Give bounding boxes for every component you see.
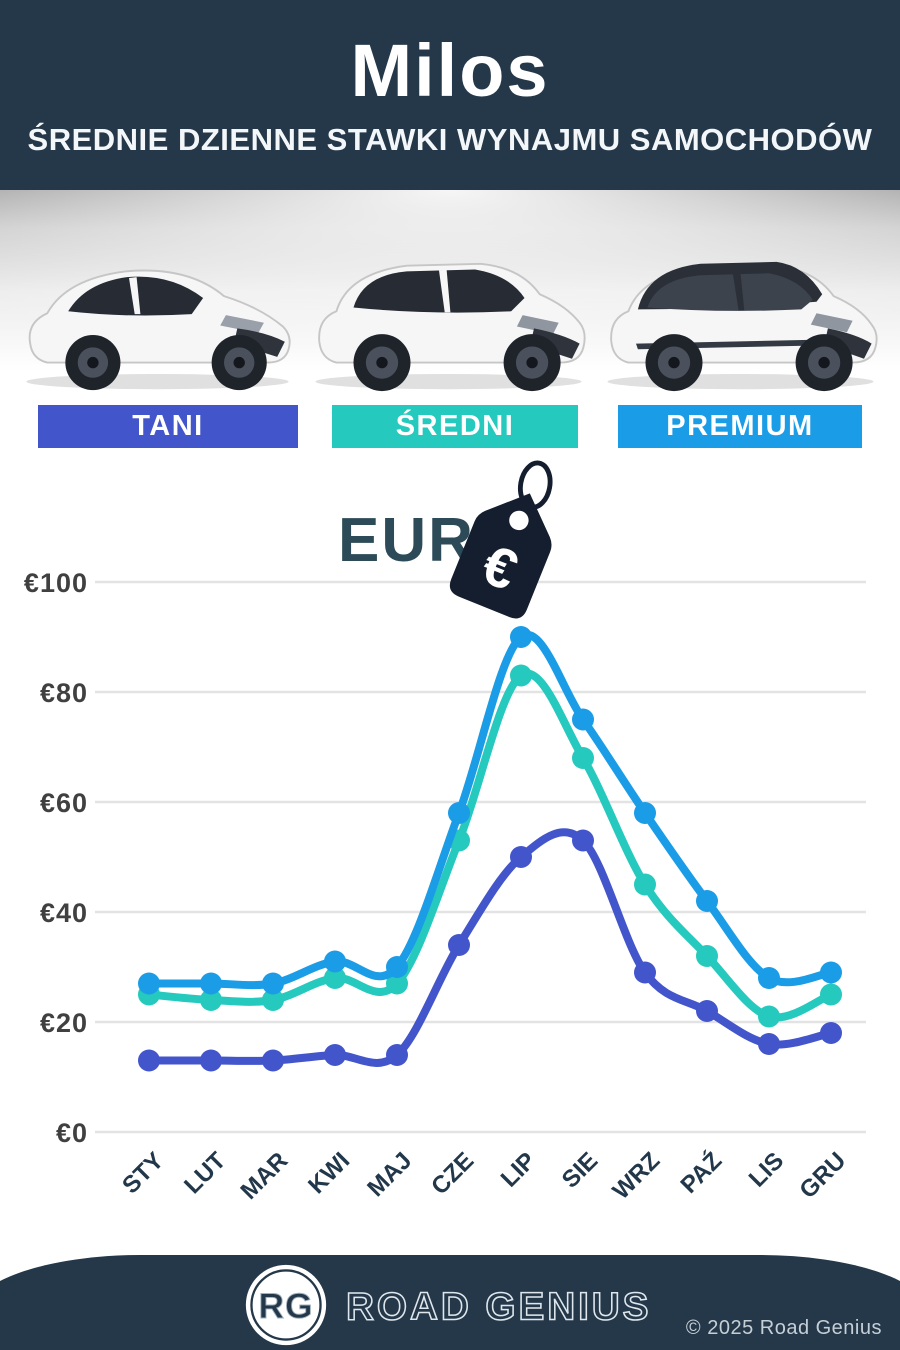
- category-label-tani: TANI: [38, 405, 298, 448]
- data-point-tani: [324, 1044, 346, 1066]
- y-axis-tick-label: €20: [40, 1008, 88, 1038]
- data-point-średni: [696, 945, 718, 967]
- data-point-tani: [758, 1033, 780, 1055]
- data-point-tani: [262, 1049, 284, 1072]
- series-line-premium: [145, 630, 835, 990]
- front-wheel: [795, 334, 853, 392]
- x-axis-tick-label: MAR: [236, 1147, 294, 1205]
- category-label-premium: PREMIUM: [618, 405, 862, 448]
- price-tag-icon: €: [449, 460, 553, 619]
- x-axis-tick-label: STY: [117, 1147, 169, 1199]
- y-axis-tick-label: €80: [40, 678, 88, 708]
- x-axis-tick-label: KWI: [303, 1147, 355, 1199]
- currency-label: EUR: [338, 506, 475, 575]
- currency-heading: EUR €: [0, 455, 900, 625]
- data-point-średni: [634, 873, 656, 896]
- x-axis-tick-label: GRU: [794, 1147, 851, 1204]
- data-point-premium: [386, 956, 408, 978]
- data-point-tani: [696, 1000, 718, 1022]
- header: Milos ŚREDNIE DZIENNE STAWKI WYNAJMU SAM…: [0, 0, 900, 190]
- rear-wheel: [353, 334, 411, 392]
- suv-car-image: [315, 262, 586, 392]
- road-genius-badge-icon: RG: [245, 1264, 327, 1345]
- car-showcase: [0, 190, 900, 402]
- series-line-średni: [145, 669, 835, 1022]
- data-point-średni: [324, 967, 346, 989]
- data-point-premium: [634, 802, 656, 824]
- footer: RG ROAD GENIUS © 2025 Road Genius: [0, 1255, 900, 1350]
- y-axis-tick-label: €100: [24, 568, 88, 598]
- rental-rates-line-chart: €0 €20 €40 €60 €80 €100 STY LUT MAR KWI MAJ CZE LIP S…: [24, 568, 866, 1205]
- data-point-premium: [572, 708, 594, 731]
- data-point-premium: [200, 972, 222, 995]
- data-point-premium: [262, 972, 284, 995]
- y-axis-tick-label: €0: [56, 1118, 88, 1148]
- data-point-tani: [386, 1044, 408, 1066]
- data-point-średni: [386, 972, 408, 995]
- front-wheel: [503, 334, 561, 392]
- y-axis-tick-label: €60: [40, 788, 88, 818]
- rear-wheel: [65, 335, 121, 391]
- data-point-premium: [138, 972, 160, 995]
- y-axis-tick-label: €40: [40, 898, 88, 928]
- data-point-premium: [448, 802, 470, 824]
- data-point-tani: [200, 1049, 222, 1072]
- x-axis-tick-label: WRZ: [608, 1147, 666, 1205]
- data-point-średni: [200, 989, 222, 1011]
- data-point-tani: [634, 961, 656, 984]
- x-axis-tick-label: LIS: [744, 1147, 789, 1192]
- category-label-sredni: ŚREDNI: [332, 405, 578, 448]
- brand-name: ROAD GENIUS: [346, 1285, 651, 1328]
- brand-logotype: ROAD GENIUS: [346, 1284, 651, 1328]
- page-title: Milos: [350, 29, 550, 112]
- data-point-premium: [324, 950, 346, 973]
- data-point-tani: [448, 934, 470, 956]
- data-point-średni: [820, 983, 842, 1006]
- x-axis-tick-label: CZE: [426, 1147, 479, 1200]
- data-point-tani: [510, 846, 532, 868]
- data-point-premium: [820, 961, 842, 984]
- data-point-tani: [820, 1022, 842, 1044]
- hatchback-car-image: [26, 269, 291, 391]
- data-point-premium: [696, 890, 718, 912]
- data-point-średni: [510, 664, 532, 687]
- series-line-tani: [145, 828, 835, 1067]
- page-subtitle: ŚREDNIE DZIENNE STAWKI WYNAJMU SAMOCHODÓ…: [27, 122, 873, 157]
- data-point-średni: [758, 1005, 780, 1028]
- front-wheel: [211, 335, 267, 391]
- x-axis-tick-label: LUT: [179, 1147, 231, 1199]
- rear-wheel: [645, 334, 703, 392]
- x-axis-tick-label: MAJ: [362, 1147, 417, 1202]
- data-point-średni: [572, 747, 594, 769]
- x-axis-tick-label: PAŹ: [675, 1146, 727, 1198]
- data-point-tani: [138, 1049, 160, 1072]
- premium-suv-car-image: [607, 261, 878, 392]
- x-axis-tick-label: LIP: [496, 1147, 541, 1192]
- data-point-tani: [572, 829, 594, 852]
- x-axis-tick-label: SIE: [557, 1147, 603, 1193]
- badge-initials: RG: [258, 1286, 313, 1326]
- data-point-premium: [758, 967, 780, 989]
- data-point-premium: [510, 626, 532, 648]
- copyright-text: © 2025 Road Genius: [685, 1317, 882, 1339]
- data-point-średni: [262, 989, 284, 1011]
